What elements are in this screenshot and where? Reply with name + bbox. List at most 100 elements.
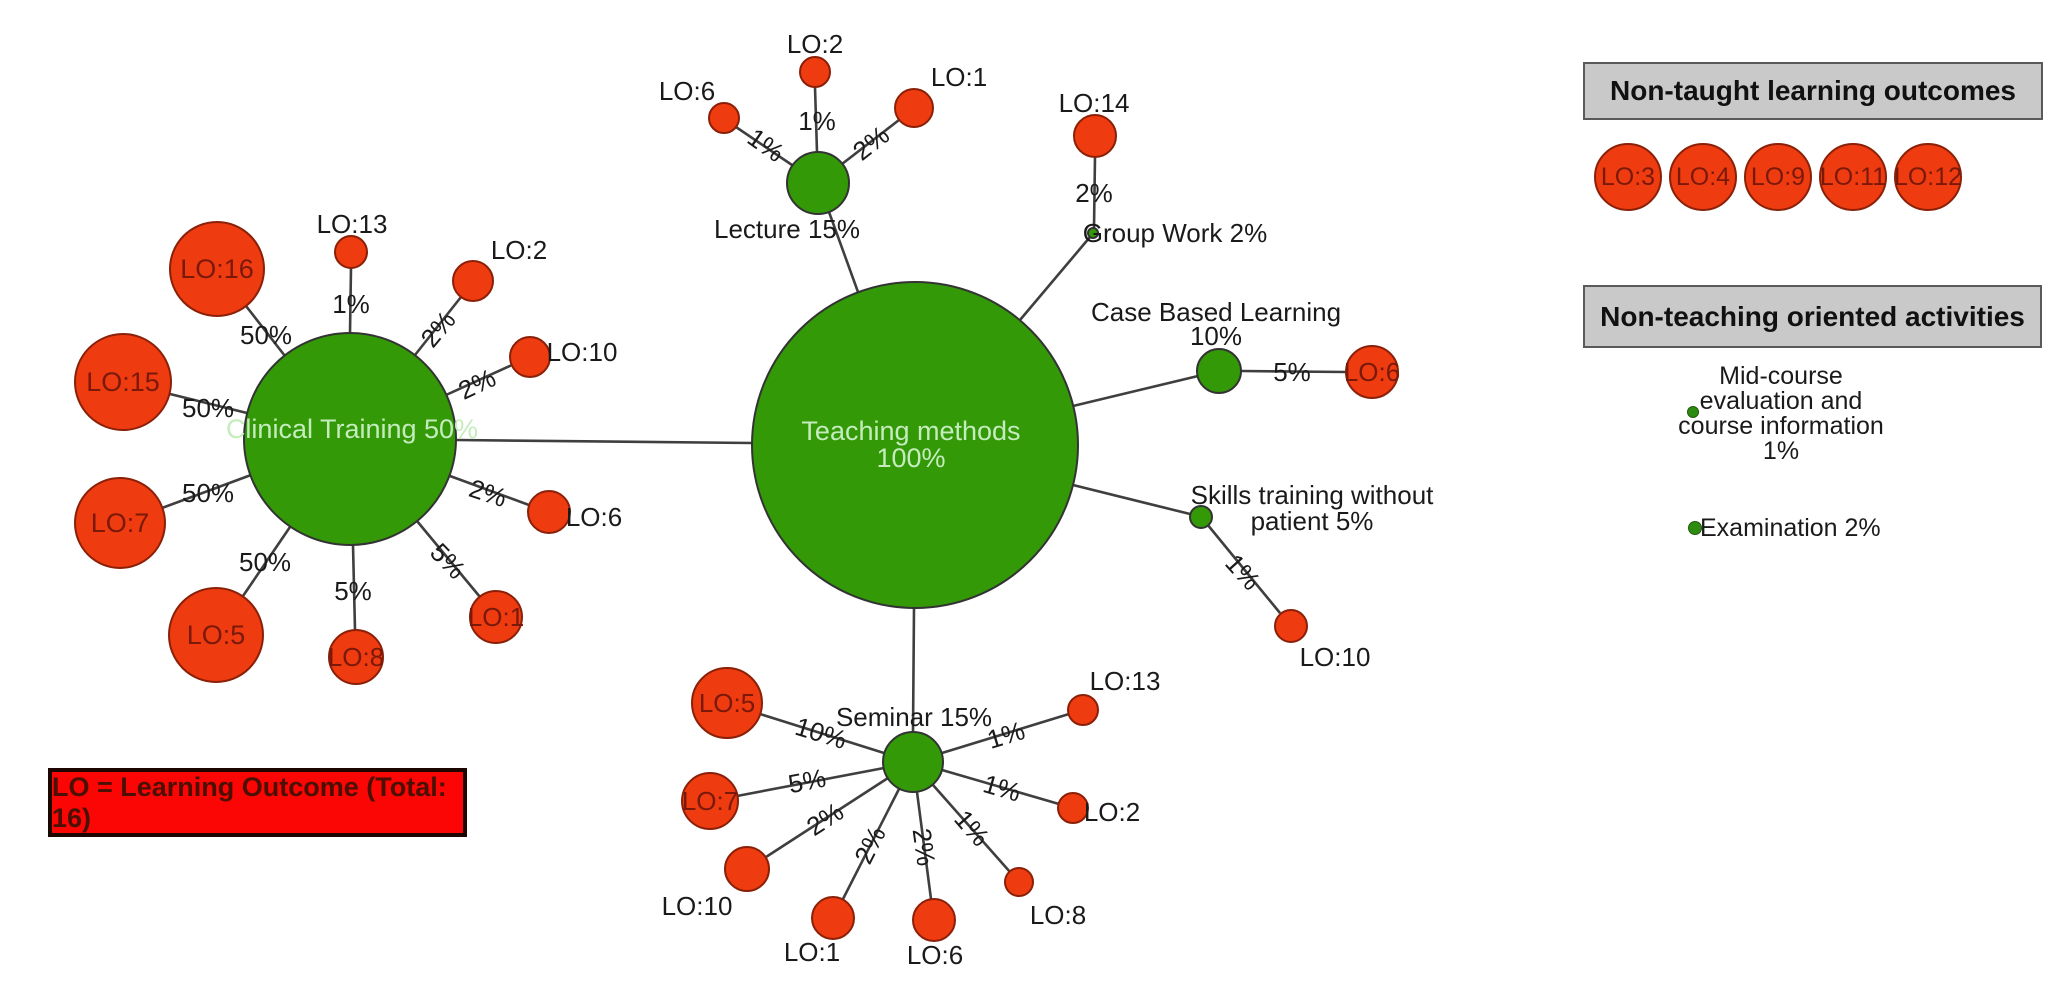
- edge-line: [413, 296, 463, 356]
- node-lecture-lo6: [708, 102, 740, 134]
- node-label-case-based-learning: Case Based Learning: [1091, 297, 1341, 327]
- edge-line: [813, 86, 819, 153]
- node-label-clinical-lo6: LO:6: [566, 502, 622, 532]
- node-groupwork-lo14: [1073, 114, 1117, 158]
- node-label-clinical-lo8: LO:8: [328, 642, 384, 672]
- edge-line: [735, 125, 793, 167]
- node-label-clinical-lo2: LO:2: [491, 235, 547, 265]
- node-clinical-lo6: [527, 490, 571, 534]
- node-clinical-training: [243, 332, 457, 546]
- edge-line: [415, 520, 482, 598]
- node-seminar-lo10: [724, 846, 770, 892]
- edge-label: 5%: [786, 763, 829, 800]
- legend-non-taught-header: Non-taught learning outcomes: [1583, 62, 2043, 120]
- node-seminar-lo2: [1057, 792, 1089, 824]
- midcourse-dot-icon: [1687, 406, 1699, 418]
- node-seminar-lo5: [691, 667, 763, 739]
- edge-line: [241, 526, 292, 597]
- node-label-seminar-lo7: LO:7: [682, 786, 738, 816]
- edge-line: [765, 776, 889, 859]
- non-taught-lo-label: LO:9: [1750, 162, 1806, 191]
- edge-label: 50%: [182, 478, 234, 508]
- edge-line: [351, 544, 357, 631]
- non-taught-lo-circle: LO:12: [1894, 143, 1962, 211]
- node-label-skills-training: Skills training without: [1191, 480, 1435, 510]
- edge-label: 5%: [1273, 357, 1311, 387]
- edge-label: 1%: [980, 768, 1024, 807]
- node-seminar-lo13: [1067, 694, 1099, 726]
- edge-label: 1%: [332, 289, 370, 319]
- non-taught-lo-label: LO:12: [1893, 162, 1963, 191]
- node-group-work: [1087, 227, 1099, 239]
- node-clinical-lo15: [74, 333, 172, 431]
- edge-line: [1092, 156, 1097, 229]
- node-label-casebased-lo6: LO:6: [1344, 357, 1400, 387]
- edge-label: 50%: [240, 320, 292, 350]
- node-label-seminar: Seminar 15%: [836, 702, 992, 732]
- edge-line: [1072, 374, 1199, 408]
- edge-label: 2%: [848, 821, 892, 868]
- node-label-seminar-lo10: LO:10: [662, 891, 733, 921]
- edge-line: [1240, 369, 1347, 374]
- edge-line: [827, 211, 860, 293]
- edge-line: [759, 712, 885, 755]
- non-taught-lo-label: LO:3: [1600, 162, 1656, 191]
- non-taught-lo-circle: LO:11: [1819, 143, 1887, 211]
- edge-line: [911, 607, 916, 733]
- node-lecture-lo2: [799, 56, 831, 88]
- node-label-lecture-lo6: LO:6: [659, 76, 715, 106]
- edge-line: [449, 474, 530, 507]
- edge-line: [1072, 483, 1191, 516]
- edge-line: [445, 363, 513, 397]
- node-clinical-lo2: [452, 260, 494, 302]
- lo-note-box: LO = Learning Outcome (Total: 16): [48, 768, 467, 837]
- node-seminar: [882, 731, 944, 793]
- node-label-clinical-lo15: LO:15: [86, 367, 160, 397]
- non-taught-lo-circle: LO:4: [1669, 143, 1737, 211]
- edge-line: [841, 118, 900, 166]
- node-lecture-lo1: [894, 88, 934, 128]
- edge-line: [244, 305, 287, 357]
- examination-dot-icon: [1688, 521, 1702, 535]
- node-label-clinical-lo7: LO:7: [91, 508, 150, 538]
- node-label-teaching-methods: 100%: [876, 443, 945, 473]
- non-taught-lo-label: LO:11: [1819, 162, 1887, 191]
- node-clinical-lo7: [74, 477, 166, 569]
- node-seminar-lo6: [912, 898, 956, 942]
- edge-line: [736, 766, 885, 798]
- edge-line: [1019, 236, 1091, 321]
- edge-line: [348, 267, 353, 334]
- node-clinical-lo5: [168, 587, 264, 683]
- edge-label: 2%: [847, 120, 895, 167]
- node-label-clinical-lo13: LO:13: [317, 209, 388, 239]
- examination-label: Examination 2%: [1700, 514, 1881, 542]
- node-label-seminar-lo1: LO:1: [784, 937, 840, 967]
- node-label-clinical-lo16: LO:16: [180, 254, 254, 284]
- lo-note-text: LO = Learning Outcome (Total: 16): [52, 771, 447, 833]
- edge-label: 50%: [182, 393, 234, 423]
- node-label-lecture: Lecture 15%: [714, 214, 860, 244]
- node-label-seminar-lo13: LO:13: [1090, 666, 1161, 696]
- node-skills-training: [1189, 505, 1213, 529]
- edge-line: [941, 712, 1070, 755]
- edge-label: 2%: [907, 826, 942, 867]
- node-clinical-lo8: [328, 629, 384, 685]
- legend-non-taught-title: Non-taught learning outcomes: [1610, 75, 2016, 106]
- node-lecture: [786, 151, 850, 215]
- node-label-skills-lo10: LO:10: [1300, 642, 1371, 672]
- edge-label: 1%: [742, 122, 790, 168]
- node-label-group-work: Group Work 2%: [1083, 218, 1267, 248]
- node-seminar-lo1: [811, 896, 855, 940]
- edge-label: 2%: [1075, 178, 1113, 208]
- legend-non-teaching-header: Non-teaching oriented activities: [1583, 285, 2042, 348]
- edge-line: [932, 784, 1011, 873]
- node-label-seminar-lo2: LO:2: [1084, 797, 1140, 827]
- node-label-skills-training: patient 5%: [1251, 506, 1374, 536]
- edge-line: [915, 791, 933, 900]
- node-label-seminar-lo8: LO:8: [1030, 900, 1086, 930]
- node-skills-lo10: [1274, 609, 1308, 643]
- node-clinical-lo1: [469, 590, 523, 644]
- node-seminar-lo8: [1004, 867, 1034, 897]
